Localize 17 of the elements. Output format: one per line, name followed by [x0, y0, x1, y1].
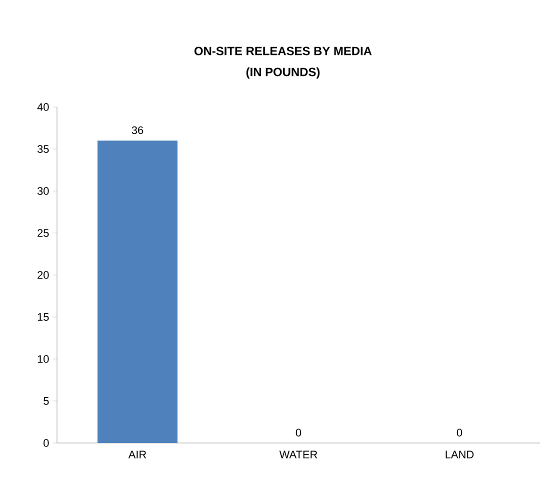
y-tick-label: 35: [37, 145, 49, 153]
x-tick-label: WATER: [279, 450, 318, 458]
data-label: 36: [132, 126, 144, 134]
y-tick-label: 15: [38, 313, 49, 321]
y-tick-label: 0: [44, 439, 49, 447]
data-label: 0: [456, 428, 462, 436]
chart-title: ON-SITE RELEASES BY MEDIA: [194, 46, 372, 56]
data-label: 0: [296, 428, 302, 436]
y-tick-label: 20: [38, 271, 49, 279]
y-tick-label: 30: [37, 187, 49, 195]
x-tick-label: LAND: [446, 450, 474, 458]
y-tick-label: 40: [37, 103, 49, 111]
y-tick-label: 25: [38, 229, 49, 237]
y-tick-label: 5: [44, 397, 49, 405]
x-tick-label: AIR: [128, 450, 146, 458]
y-tick-label: 10: [38, 355, 49, 363]
chart-subtitle: (IN POUNDS): [246, 67, 320, 79]
